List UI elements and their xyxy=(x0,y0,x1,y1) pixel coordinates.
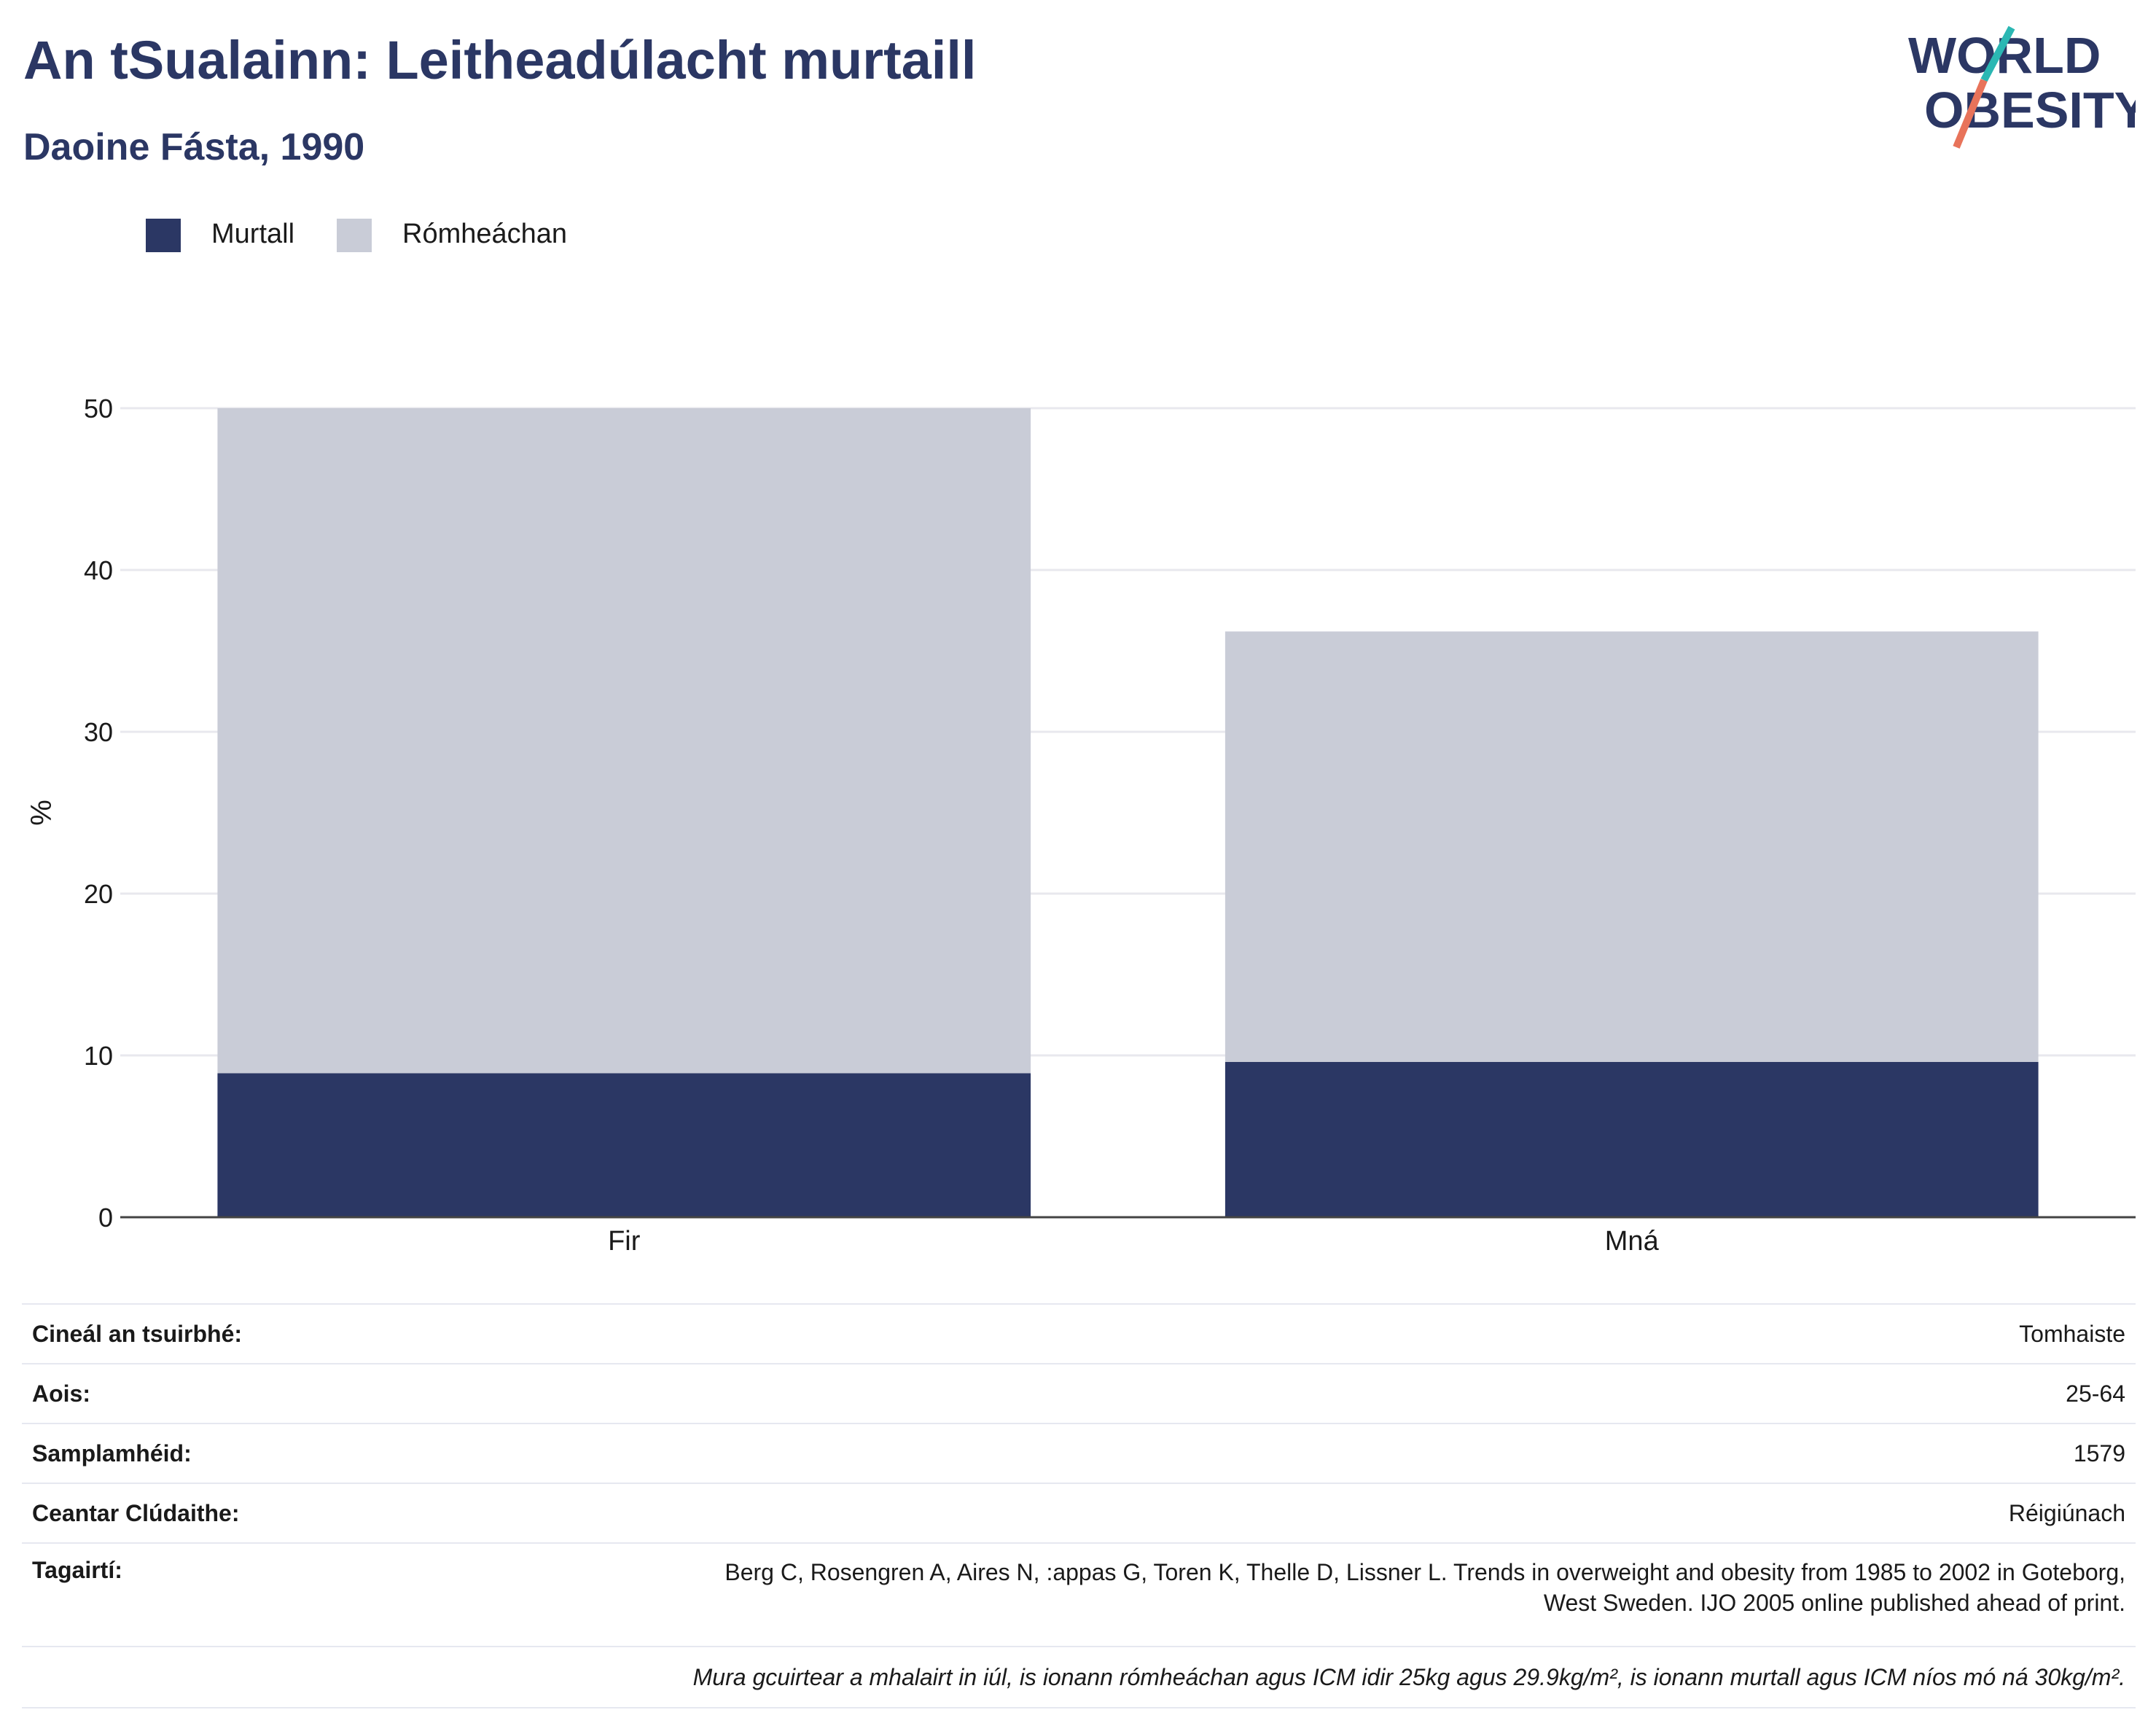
legend-label-romheachan: Rómheáchan xyxy=(402,219,568,249)
x-tick-label-mná: Mná xyxy=(1605,1226,1660,1257)
references-line-1: Berg C, Rosengren A, Aires N, :appas G, … xyxy=(724,1559,2125,1585)
info-label-references: Tagairtí: xyxy=(22,1542,317,1647)
footnote-text: Mura gcuirtear a mhalairt in iúl, is ion… xyxy=(22,1646,2136,1708)
references-line-2: West Sweden. IJO 2005 online published a… xyxy=(1543,1590,2125,1616)
y-tick-label-0: 0 xyxy=(98,1203,113,1233)
y-tick-label-30: 30 xyxy=(84,717,113,747)
chart-title: An tSualainn: Leitheadúlacht murtaill xyxy=(23,30,977,90)
info-label-sample-size: Samplamhéid: xyxy=(22,1423,317,1484)
info-label-survey-type: Cineál an tsuirbhé: xyxy=(22,1303,317,1364)
y-axis-label: % xyxy=(26,800,58,826)
y-tick-label-10: 10 xyxy=(84,1041,113,1071)
info-value-age: 25-64 xyxy=(316,1363,2136,1424)
logo-slash-teal xyxy=(1980,26,2015,82)
survey-info-table: Cineál an tsuirbhé: Tomhaiste Aois: 25-6… xyxy=(22,1303,2136,1708)
info-label-coverage: Ceantar Clúdaithe: xyxy=(22,1483,317,1544)
info-row-sample-size: Samplamhéid: 1579 xyxy=(22,1423,2136,1484)
legend-swatch-romheachan xyxy=(337,219,372,252)
legend-label-murtall: Murtall xyxy=(211,219,295,249)
logo-text-obesity: OBESITY xyxy=(1924,82,2136,138)
y-tick-label-40: 40 xyxy=(84,555,113,585)
info-label-age: Aois: xyxy=(22,1363,317,1424)
info-row-references: Tagairtí: Berg C, Rosengren A, Aires N, … xyxy=(22,1542,2136,1647)
info-value-sample-size: 1579 xyxy=(316,1423,2136,1484)
bar-mná-romheachan xyxy=(1225,631,2039,1062)
info-value-references: Berg C, Rosengren A, Aires N, :appas G, … xyxy=(316,1542,2136,1647)
info-row-age: Aois: 25-64 xyxy=(22,1363,2136,1424)
info-row-survey-type: Cineál an tsuirbhé: Tomhaiste xyxy=(22,1303,2136,1364)
chart-subtitle: Daoine Fásta, 1990 xyxy=(23,126,365,168)
world-obesity-logo: WORLD OBESITY xyxy=(1908,26,2136,149)
info-value-survey-type: Tomhaiste xyxy=(316,1303,2136,1364)
y-tick-label-50: 50 xyxy=(84,394,113,423)
x-tick-label-fir: Fir xyxy=(608,1226,641,1257)
logo-slash-coral xyxy=(1953,79,1988,149)
bar-fir-murtall xyxy=(217,1073,1031,1217)
bar-fir-romheachan xyxy=(217,408,1031,1074)
y-tick-label-20: 20 xyxy=(84,879,113,909)
info-row-coverage: Ceantar Clúdaithe: Réigiúnach xyxy=(22,1483,2136,1544)
bar-chart: 0 10 20 30 40 50% Fir Mná xyxy=(26,394,2136,1257)
info-value-coverage: Réigiúnach xyxy=(316,1483,2136,1544)
legend-swatch-murtall xyxy=(146,219,181,252)
info-row-footnote: Mura gcuirtear a mhalairt in iúl, is ion… xyxy=(22,1646,2136,1708)
bar-mná-murtall xyxy=(1225,1061,2039,1217)
